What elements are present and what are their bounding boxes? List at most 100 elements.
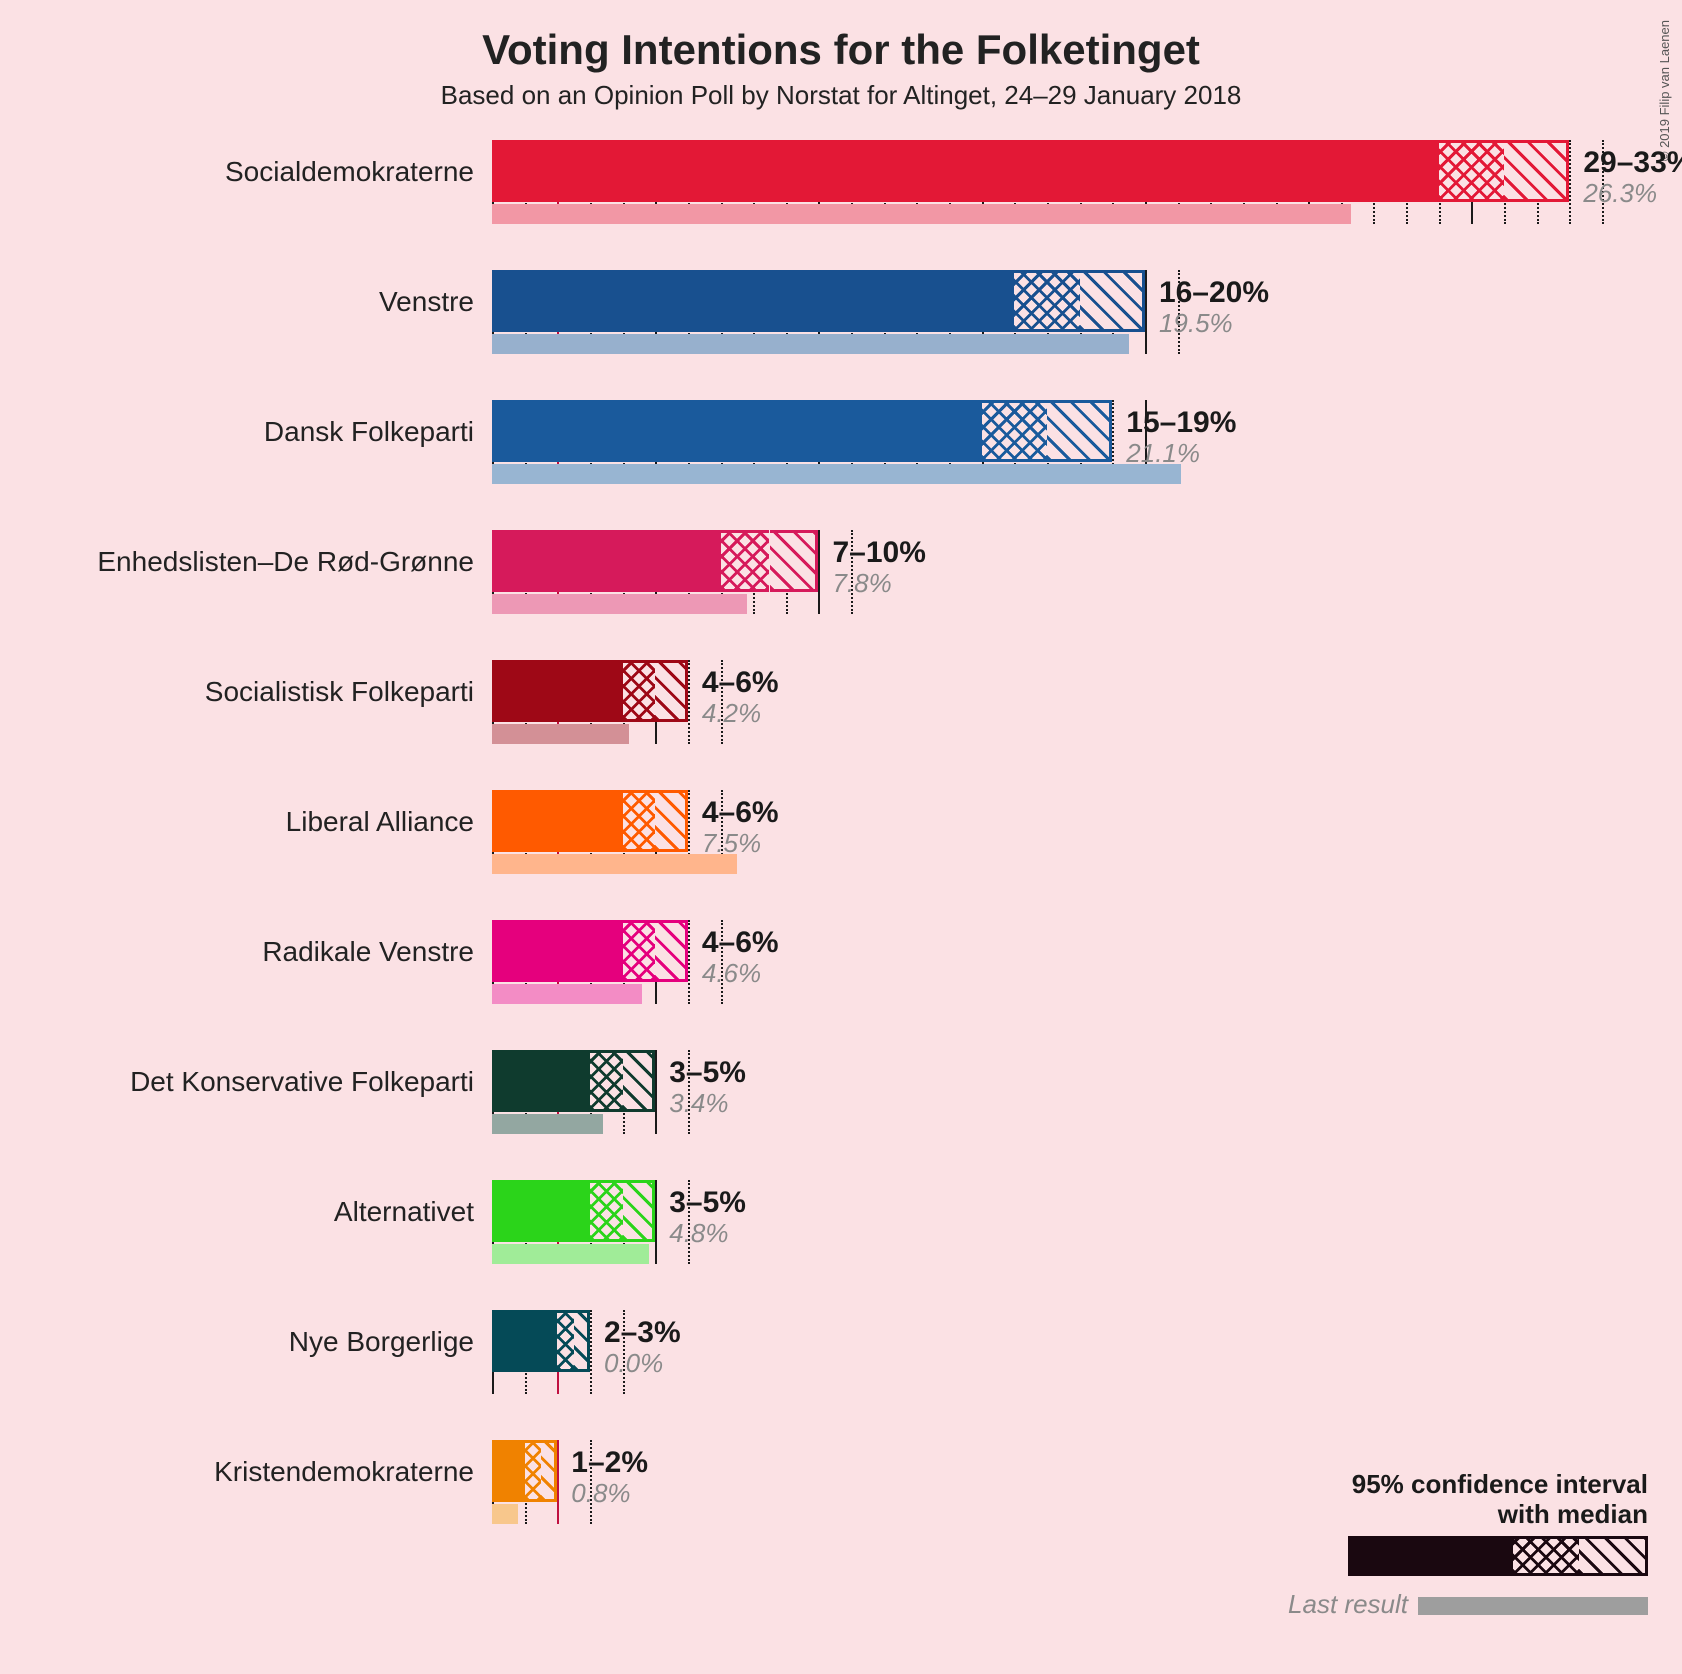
previous-value-label: 0.8%	[571, 1478, 630, 1509]
value-label: 2–3%	[604, 1316, 681, 1350]
bar-solid-segment	[492, 1180, 590, 1242]
chart-row: Liberal Alliance4–6%7.5%	[492, 790, 1602, 920]
chart-row: Venstre16–20%19.5%	[492, 270, 1602, 400]
confidence-bar	[492, 920, 688, 982]
gridline	[655, 1050, 657, 1134]
party-label: Liberal Alliance	[286, 806, 492, 838]
gridline	[655, 1180, 657, 1264]
bar-solid-segment	[492, 1310, 557, 1372]
bar-crosshatch-segment	[623, 920, 656, 982]
bar-solid-segment	[492, 270, 1014, 332]
party-label: Kristendemokraterne	[214, 1456, 492, 1488]
confidence-bar	[492, 270, 1145, 332]
confidence-bar	[492, 140, 1569, 202]
chart-title: Voting Intentions for the Folketinget	[0, 26, 1682, 74]
value-label: 1–2%	[571, 1446, 648, 1480]
bar-hatch-segment	[623, 1050, 656, 1112]
previous-value-label: 19.5%	[1159, 308, 1233, 339]
confidence-bar	[492, 1180, 655, 1242]
party-label: Enhedslisten–De Rød-Grønne	[97, 546, 492, 578]
value-label: 7–10%	[832, 536, 925, 570]
bar-crosshatch-segment	[982, 400, 1047, 462]
previous-value-label: 7.5%	[702, 828, 761, 859]
legend-sample-bar	[1288, 1536, 1648, 1583]
chart-row: Enhedslisten–De Rød-Grønne7–10%7.8%	[492, 530, 1602, 660]
chart-row: Socialistisk Folkeparti4–6%4.2%	[492, 660, 1602, 790]
bar-crosshatch-segment	[623, 790, 656, 852]
legend-title: 95% confidence intervalwith median	[1288, 1470, 1648, 1530]
last-result-bar	[492, 724, 629, 744]
gridline	[688, 660, 690, 744]
bar-hatch-segment	[1504, 140, 1569, 202]
previous-value-label: 21.1%	[1126, 438, 1200, 469]
bar-hatch-segment	[655, 920, 688, 982]
bar-solid-segment	[492, 920, 623, 982]
chart-subtitle: Based on an Opinion Poll by Norstat for …	[0, 80, 1682, 111]
party-label: Socialdemokraterne	[225, 156, 492, 188]
last-result-bar	[492, 1504, 518, 1524]
bar-crosshatch-segment	[623, 660, 656, 722]
gridline	[688, 920, 690, 1004]
party-label: Alternativet	[334, 1196, 492, 1228]
bar-hatch-segment	[574, 1310, 590, 1372]
confidence-bar	[492, 530, 818, 592]
bar-crosshatch-segment	[1439, 140, 1504, 202]
value-label: 4–6%	[702, 796, 779, 830]
previous-value-label: 4.8%	[669, 1218, 728, 1249]
bar-hatch-segment	[1080, 270, 1145, 332]
chart-row: Radikale Venstre4–6%4.6%	[492, 920, 1602, 1050]
bar-crosshatch-segment	[590, 1180, 623, 1242]
bar-solid-segment	[492, 790, 623, 852]
previous-value-label: 7.8%	[832, 568, 891, 599]
bar-hatch-segment	[770, 530, 819, 592]
gridline	[590, 1310, 592, 1394]
legend-last-result: Last result	[1288, 1589, 1648, 1620]
bar-solid-segment	[492, 140, 1439, 202]
chart-row: Alternativet3–5%4.8%	[492, 1180, 1602, 1310]
value-label: 3–5%	[669, 1186, 746, 1220]
value-label: 4–6%	[702, 926, 779, 960]
last-result-bar	[492, 334, 1129, 354]
gridline	[1569, 140, 1571, 224]
bar-crosshatch-segment	[1014, 270, 1079, 332]
bar-crosshatch-segment	[721, 530, 770, 592]
gridline	[818, 530, 820, 614]
confidence-bar	[492, 1050, 655, 1112]
last-result-bar	[492, 464, 1181, 484]
confidence-bar	[492, 790, 688, 852]
party-label: Det Konservative Folkeparti	[130, 1066, 492, 1098]
threshold-line	[557, 1440, 559, 1524]
bar-crosshatch-segment	[525, 1440, 541, 1502]
chart-row: Det Konservative Folkeparti3–5%3.4%	[492, 1050, 1602, 1180]
last-result-bar	[492, 1114, 603, 1134]
chart-canvas: Voting Intentions for the Folketinget Ba…	[0, 0, 1682, 1674]
confidence-bar	[492, 660, 688, 722]
gridline	[1145, 270, 1147, 354]
value-label: 29–33%	[1583, 146, 1682, 180]
last-result-bar	[492, 854, 737, 874]
copyright-text: © 2019 Filip van Laenen	[1657, 20, 1672, 161]
value-label: 4–6%	[702, 666, 779, 700]
last-result-bar	[492, 1244, 649, 1264]
bar-hatch-segment	[1047, 400, 1112, 462]
legend: 95% confidence intervalwith median Last r…	[1288, 1470, 1648, 1620]
bar-crosshatch-segment	[557, 1310, 573, 1372]
party-label: Venstre	[379, 286, 492, 318]
value-label: 16–20%	[1159, 276, 1269, 310]
party-label: Radikale Venstre	[262, 936, 492, 968]
bar-hatch-segment	[541, 1440, 557, 1502]
previous-value-label: 26.3%	[1583, 178, 1657, 209]
confidence-bar	[492, 1310, 590, 1372]
chart-row: Dansk Folkeparti15–19%21.1%	[492, 400, 1602, 530]
last-result-bar	[492, 204, 1351, 224]
bar-solid-segment	[492, 400, 982, 462]
bar-solid-segment	[492, 1440, 525, 1502]
bar-crosshatch-segment	[590, 1050, 623, 1112]
bar-chart: Socialdemokraterne29–33%26.3%Venstre16–2…	[492, 140, 1602, 1570]
party-label: Dansk Folkeparti	[264, 416, 492, 448]
bar-solid-segment	[492, 530, 721, 592]
previous-value-label: 3.4%	[669, 1088, 728, 1119]
party-label: Nye Borgerlige	[289, 1326, 492, 1358]
bar-hatch-segment	[655, 660, 688, 722]
previous-value-label: 4.6%	[702, 958, 761, 989]
